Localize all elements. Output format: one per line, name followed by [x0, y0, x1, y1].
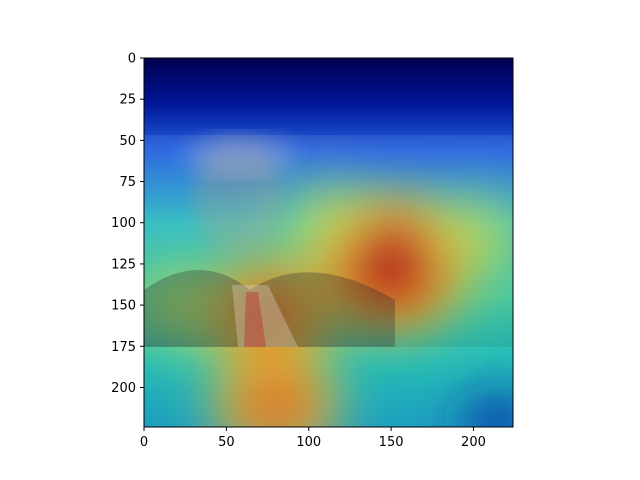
- y-tick-label: 75: [119, 175, 136, 190]
- y-tick-label: 150: [111, 299, 136, 314]
- x-axis: 0 50 100 150 200: [140, 427, 486, 450]
- x-tick-label: 200: [461, 435, 486, 450]
- y-axis: 0 25 50 75 100 125 150 175 200: [111, 52, 144, 396]
- x-tick-label: 0: [140, 435, 148, 450]
- y-tick-label: 175: [111, 340, 136, 355]
- heatmap-image: [144, 58, 513, 427]
- heat-coldspot: [443, 380, 513, 427]
- y-tick-label: 50: [119, 134, 136, 149]
- heat-hotspot: [191, 328, 360, 427]
- x-tick-label: 150: [379, 435, 404, 450]
- portrait-photo-overlay: [144, 133, 513, 347]
- y-tick-label: 125: [111, 257, 136, 272]
- y-tick-label: 200: [111, 381, 136, 396]
- y-tick-label: 25: [119, 93, 136, 108]
- y-tick-label: 100: [111, 216, 136, 231]
- x-tick-label: 50: [218, 435, 235, 450]
- y-tick-label: 0: [128, 52, 136, 67]
- plot-frame: [143, 57, 514, 428]
- x-tick-label: 100: [296, 435, 321, 450]
